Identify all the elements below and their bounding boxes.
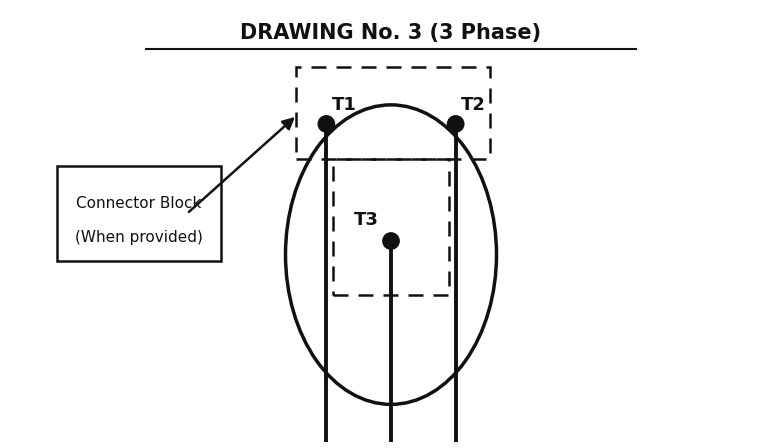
Bar <box>296 68 490 159</box>
Text: (When provided): (When provided) <box>75 230 203 245</box>
Text: DRAWING No. 3 (3 Phase): DRAWING No. 3 (3 Phase) <box>240 23 542 43</box>
Text: T2: T2 <box>461 96 486 114</box>
Bar <box>57 166 221 262</box>
Circle shape <box>318 116 335 132</box>
Text: Connector Block: Connector Block <box>77 196 202 211</box>
Text: T3: T3 <box>354 211 378 229</box>
Text: T1: T1 <box>332 96 357 114</box>
Bar <box>333 159 449 296</box>
Circle shape <box>447 116 464 132</box>
Circle shape <box>383 233 399 249</box>
